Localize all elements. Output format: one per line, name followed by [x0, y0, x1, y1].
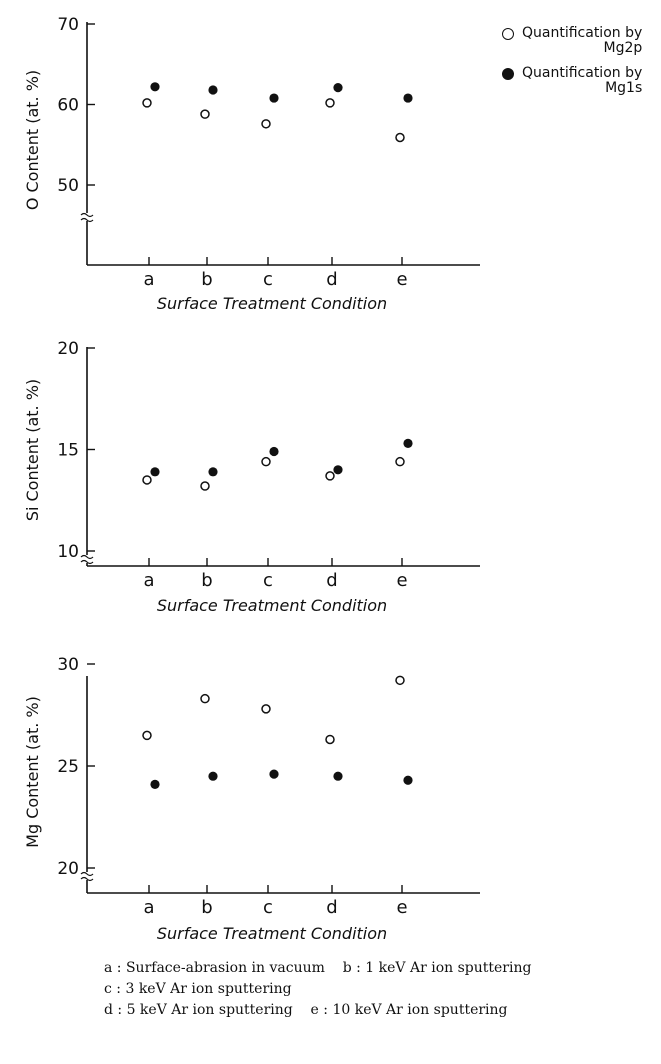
data-point-mg1s	[333, 82, 343, 93]
data-point-mg2p	[395, 675, 405, 686]
y-tick-label: 25	[57, 757, 79, 777]
x-axis-label: Surface Treatment Condition	[157, 294, 387, 313]
legend-label: Quantification by	[522, 25, 643, 41]
x-tick-label: b	[201, 570, 212, 591]
x-tick-label: b	[201, 269, 212, 290]
data-point-mg2p	[325, 471, 335, 481]
x-tick-label: e	[396, 897, 407, 918]
x-tick-label: d	[326, 269, 337, 290]
x-tick-label: e	[396, 269, 407, 290]
data-point-mg1s	[403, 775, 413, 785]
footnote: a : Surface-abrasion in vacuum b : 1 keV…	[104, 958, 644, 1021]
axis-break-mark	[80, 559, 94, 565]
data-point-mg2p	[142, 475, 152, 485]
data-point-mg2p	[325, 98, 335, 108]
legend-label: Mg2p	[603, 40, 643, 56]
data-point-mg2p	[200, 481, 210, 491]
data-point-mg2p	[395, 456, 405, 467]
data-point-mg1s	[333, 771, 343, 781]
y-tick-label: 70	[57, 15, 79, 35]
x-axis-label: Surface Treatment Condition	[157, 924, 387, 943]
data-point-mg2p	[142, 98, 152, 108]
x-tick-label: b	[201, 897, 212, 918]
y-axis-label: Si Content (at. %)	[23, 379, 42, 521]
y-tick-label: 15	[57, 441, 79, 461]
data-point-mg2p	[325, 734, 335, 745]
x-tick-label: c	[263, 897, 273, 918]
axis-break-mark	[80, 554, 94, 560]
data-point-mg2p	[261, 456, 271, 467]
data-point-mg1s	[150, 779, 160, 789]
data-point-mg1s	[269, 769, 279, 779]
y-tick-label: 20	[57, 339, 79, 359]
data-point-mg2p	[200, 109, 210, 119]
axis-break-gap	[82, 213, 92, 221]
axis-break-mark	[80, 871, 94, 877]
data-point-mg1s	[269, 93, 279, 103]
x-tick-label: a	[143, 570, 154, 591]
axis-break-gap	[82, 872, 92, 880]
x-tick-label: a	[143, 897, 154, 918]
y-tick-label: 10	[57, 542, 79, 562]
data-point-mg1s	[269, 446, 279, 457]
data-point-mg1s	[208, 467, 218, 477]
filled-circle-icon	[502, 68, 514, 80]
y-axis-label: O Content (at. %)	[23, 70, 42, 210]
data-point-mg1s	[403, 438, 413, 449]
chart-panel: 20 25 30 a b c d e Surface Treatment Condition Mg…	[23, 655, 480, 943]
data-point-mg2p	[261, 704, 271, 714]
chart-panel: 50 60 70 a b c d e Surface Treatment Condition O …	[23, 15, 480, 313]
x-tick-label: c	[263, 570, 273, 591]
data-point-mg2p	[200, 693, 210, 704]
data-point-mg2p	[395, 132, 405, 143]
chart-panel: 10 15 20 a b c d e Surface Treatment Condition Si…	[23, 339, 480, 615]
x-tick-label: d	[326, 897, 337, 918]
data-point-mg1s	[150, 467, 160, 477]
axis-break-mark	[80, 212, 94, 218]
legend-item-mg1s: Quantification by Mg1s	[502, 66, 660, 96]
footnote-line: c : 3 keV Ar ion sputtering	[104, 981, 292, 997]
x-tick-label: a	[143, 269, 154, 290]
footnote-line: d : 5 keV Ar ion sputtering e : 10 keV A…	[104, 1002, 508, 1018]
data-point-mg1s	[150, 82, 160, 92]
axis-break-gap	[82, 555, 92, 563]
data-point-mg1s	[208, 85, 218, 95]
data-point-mg1s	[208, 771, 218, 781]
open-circle-icon	[502, 28, 514, 40]
data-point-mg1s	[403, 93, 413, 103]
data-point-mg1s	[333, 465, 343, 475]
axis-break-mark	[80, 217, 94, 223]
footnote-line: a : Surface-abrasion in vacuum b : 1 keV…	[104, 960, 532, 976]
data-point-mg2p	[261, 119, 271, 129]
x-axis-label: Surface Treatment Condition	[157, 596, 387, 615]
legend: Quantification by Mg2p Quantification by…	[502, 26, 660, 106]
y-tick-label: 30	[57, 655, 79, 675]
x-tick-label: d	[326, 570, 337, 591]
legend-label: Mg1s	[605, 80, 643, 96]
y-tick-label: 50	[57, 176, 79, 196]
legend-item-mg2p: Quantification by Mg2p	[502, 26, 660, 56]
y-tick-label: 20	[57, 859, 79, 879]
x-tick-label: c	[263, 269, 273, 290]
y-axis-label: Mg Content (at. %)	[23, 696, 42, 848]
x-tick-label: e	[396, 570, 407, 591]
axis-break-mark	[80, 876, 94, 882]
legend-label: Quantification by	[522, 65, 643, 81]
y-tick-label: 60	[57, 96, 79, 116]
data-point-mg2p	[142, 730, 152, 741]
